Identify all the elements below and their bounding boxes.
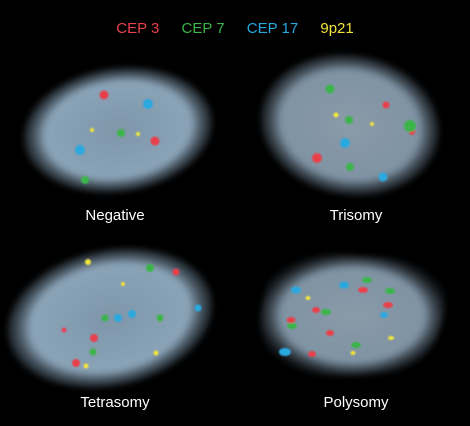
nucleus-tetrasomy [7, 248, 213, 388]
legend-cep17: CEP 17 [246, 20, 299, 37]
legend-cep3: CEP 3 [116, 20, 160, 37]
nucleus-polysomy [260, 254, 445, 376]
nucleus-negative [23, 67, 213, 193]
label-tetrasomy: Tetrasomy [80, 394, 150, 411]
label-polysomy: Polysomy [323, 394, 389, 411]
probe-legend: CEP 3 CEP 7 CEP 17 9p21 [0, 20, 470, 37]
label-trisomy: Trisomy [329, 207, 383, 224]
legend-cep7: CEP 7 [181, 20, 225, 37]
nucleus-trisomy [260, 54, 440, 196]
legend-9p21: 9p21 [320, 20, 354, 37]
label-negative: Negative [85, 207, 145, 224]
